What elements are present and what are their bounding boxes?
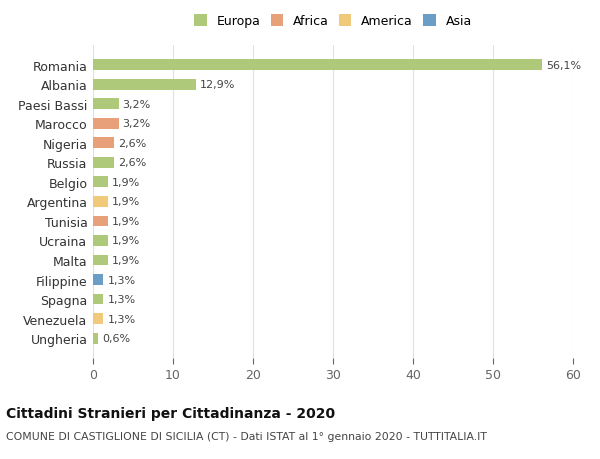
Bar [93, 216, 108, 227]
Text: 56,1%: 56,1% [546, 61, 581, 70]
Text: Cittadini Stranieri per Cittadinanza - 2020: Cittadini Stranieri per Cittadinanza - 2… [6, 406, 335, 420]
Text: 1,9%: 1,9% [112, 178, 140, 187]
Bar [93, 99, 119, 110]
Text: COMUNE DI CASTIGLIONE DI SICILIA (CT) - Dati ISTAT al 1° gennaio 2020 - TUTTITAL: COMUNE DI CASTIGLIONE DI SICILIA (CT) - … [6, 431, 487, 442]
Text: 1,3%: 1,3% [107, 295, 136, 304]
Bar [93, 79, 196, 90]
Bar [93, 138, 114, 149]
Text: 3,2%: 3,2% [122, 100, 151, 109]
Bar [93, 313, 103, 325]
Text: 3,2%: 3,2% [122, 119, 151, 129]
Legend: Europa, Africa, America, Asia: Europa, Africa, America, Asia [190, 11, 476, 32]
Bar [93, 60, 542, 71]
Text: 2,6%: 2,6% [118, 158, 146, 168]
Bar [93, 177, 108, 188]
Text: 2,6%: 2,6% [118, 139, 146, 148]
Text: 1,9%: 1,9% [112, 197, 140, 207]
Bar [93, 157, 114, 168]
Text: 1,3%: 1,3% [107, 275, 136, 285]
Text: 1,9%: 1,9% [112, 256, 140, 265]
Bar [93, 274, 103, 285]
Text: 12,9%: 12,9% [200, 80, 236, 90]
Text: 1,9%: 1,9% [112, 217, 140, 226]
Bar [93, 196, 108, 207]
Bar [93, 255, 108, 266]
Text: 1,3%: 1,3% [107, 314, 136, 324]
Bar [93, 333, 98, 344]
Bar [93, 235, 108, 246]
Bar [93, 294, 103, 305]
Bar [93, 118, 119, 129]
Text: 1,9%: 1,9% [112, 236, 140, 246]
Text: 0,6%: 0,6% [102, 334, 130, 343]
